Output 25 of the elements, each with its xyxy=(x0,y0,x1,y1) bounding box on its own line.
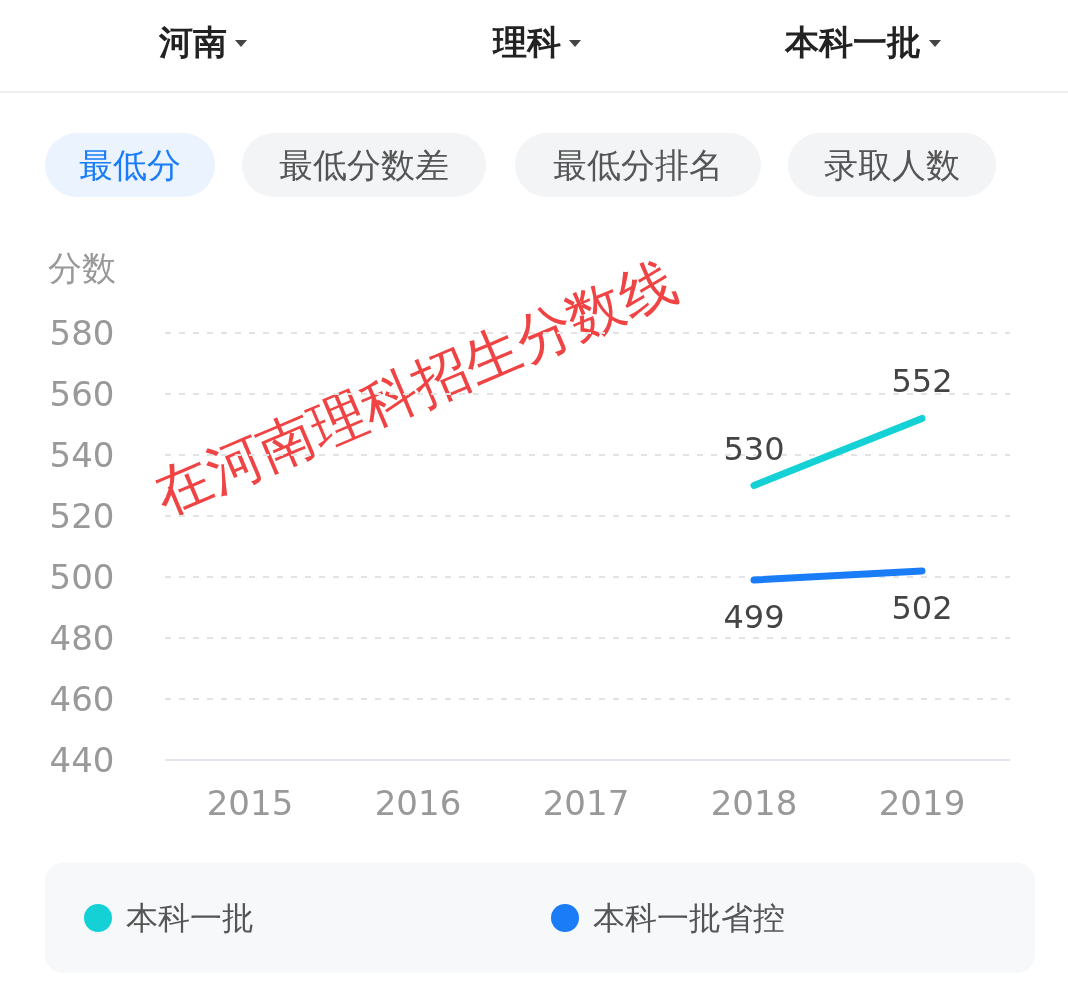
annotation: 在河南理科招生分数线 xyxy=(144,248,686,527)
text: 最低分数差 xyxy=(279,145,449,185)
x-tick-label: 2015 xyxy=(206,783,294,823)
data-label: 552 xyxy=(891,362,953,401)
x-tick-label: 2017 xyxy=(542,783,630,823)
x-tick-label: 2018 xyxy=(710,783,798,823)
text: 最低分 xyxy=(79,145,181,185)
y-tick-label: 560 xyxy=(49,374,115,414)
x-tick-label: 2019 xyxy=(878,783,966,823)
y-tick-label: 540 xyxy=(49,435,115,475)
y-tick-label: 440 xyxy=(49,740,115,780)
y-tick-label: 460 xyxy=(49,679,115,719)
y-tick-label: 500 xyxy=(49,557,115,597)
y-tick-label: 520 xyxy=(49,496,115,536)
x-tick-label: 2016 xyxy=(374,783,462,823)
text: 最低分排名 xyxy=(553,145,723,185)
y-axis-title: 分数 xyxy=(48,248,116,288)
data-label: 502 xyxy=(891,588,953,627)
y-tick-label: 480 xyxy=(49,618,115,658)
text: 录取人数 xyxy=(824,145,960,185)
legend-label: 本科一批省控 xyxy=(593,899,785,937)
data-label: 530 xyxy=(723,429,785,468)
y-tick-label: 580 xyxy=(49,313,115,353)
legend-label: 本科一批 xyxy=(126,899,254,937)
data-label: 499 xyxy=(723,598,785,637)
